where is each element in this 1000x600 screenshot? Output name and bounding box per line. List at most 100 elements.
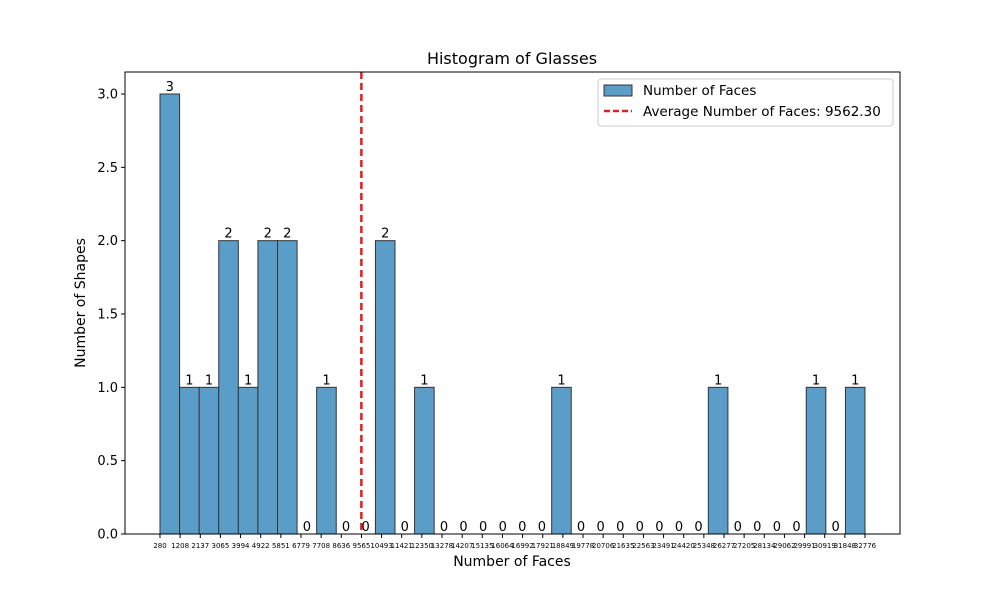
bar-value-label: 2 (381, 227, 389, 242)
bar-value-label: 0 (538, 520, 546, 535)
y-axis-label: Number of Shapes (73, 238, 89, 368)
histogram-bar (707, 386, 729, 535)
x-tick-label: 21635 (612, 542, 634, 550)
histogram-bar (844, 386, 866, 535)
histogram-bar (805, 386, 827, 535)
legend-series-label: Number of Faces (643, 83, 756, 99)
bar-value-label: 1 (812, 373, 820, 388)
bar-value-label: 1 (205, 373, 213, 388)
bar-value-label: 1 (420, 373, 428, 388)
y-tick-label: 0.0 (97, 528, 118, 543)
histogram-bar (159, 93, 181, 535)
y-tick-label: 0.5 (97, 454, 118, 469)
x-tick-label: 18849 (552, 542, 574, 550)
x-tick-label: 16992 (511, 542, 533, 550)
histogram-bar (374, 240, 396, 535)
bar-value-label: 0 (361, 520, 369, 535)
x-tick-label: 25348 (693, 542, 715, 550)
bars-group (159, 93, 866, 535)
x-tick-label: 19778 (572, 542, 594, 550)
x-tick-label: 29062 (773, 542, 795, 550)
x-tick-label: 32776 (854, 542, 877, 550)
histogram-bar (277, 240, 298, 535)
bar-value-label: 2 (224, 227, 232, 242)
x-tick-label: 16064 (491, 542, 514, 550)
bar-value-label: 0 (753, 520, 761, 535)
plot-frame (124, 71, 901, 535)
legend-bar-swatch (603, 84, 633, 97)
histogram-bar (237, 386, 259, 535)
bar-value-label: 0 (440, 520, 448, 535)
x-tick-label: 28134 (753, 542, 776, 550)
x-tick-label: 11421 (391, 542, 413, 550)
bar-value-label: 0 (342, 520, 350, 535)
x-tick-label: 14207 (451, 542, 473, 550)
x-tick-label: 20706 (592, 542, 615, 550)
x-axis-label: Number of Faces (453, 554, 571, 570)
x-tick-label: 17921 (532, 542, 554, 550)
bar-value-label: 0 (577, 520, 585, 535)
bar-value-label: 0 (499, 520, 507, 535)
bar-value-label: 0 (792, 520, 800, 535)
x-tick-label: 29991 (793, 542, 815, 550)
bar-value-label: 2 (283, 227, 291, 242)
x-tick-label: 23491 (652, 542, 674, 550)
bar-value-label: 1 (244, 373, 252, 388)
bar-value-label: 0 (655, 520, 663, 535)
x-axis-ticks: 280 1208 2137 3065 3994 4922 5851 6779 7708 8636 9… (153, 534, 877, 550)
bar-value-label: 0 (459, 520, 467, 535)
bar-value-label: 1 (557, 373, 565, 388)
x-tick-label: 1208 (171, 542, 189, 550)
x-tick-label: 7708 (312, 542, 330, 550)
histogram-bar (551, 386, 572, 535)
x-tick-label: 5851 (272, 542, 290, 550)
x-tick-label: 12350 (411, 542, 433, 550)
x-tick-label: 2137 (191, 542, 209, 550)
legend: Number of Faces Average Number of Faces:… (597, 78, 894, 127)
bar-value-label: 1 (185, 373, 193, 388)
legend-average-label: Average Number of Faces: 9562.30 (643, 104, 881, 120)
histogram-bar (316, 386, 337, 535)
chart-title: Histogram of Glasses (427, 49, 597, 68)
histogram-bar (198, 386, 220, 535)
bar-value-label: 0 (831, 520, 839, 535)
x-tick-label: 4922 (252, 542, 270, 550)
y-tick-label: 1.5 (97, 308, 118, 323)
y-tick-label: 2.0 (97, 234, 118, 249)
x-tick-label: 15135 (471, 542, 493, 550)
bar-value-label: 0 (596, 520, 604, 535)
x-tick-label: 6779 (292, 542, 310, 550)
histogram-bar (257, 240, 278, 535)
x-tick-label: 10493 (370, 542, 392, 550)
bar-value-label: 0 (636, 520, 644, 535)
x-tick-label: 13278 (431, 542, 453, 550)
bar-value-label: 0 (773, 520, 781, 535)
x-tick-label: 31848 (834, 542, 856, 550)
x-tick-label: 24420 (673, 542, 695, 550)
x-tick-label: 280 (153, 542, 166, 550)
x-tick-label: 26277 (713, 542, 735, 550)
bar-value-label: 0 (518, 520, 526, 535)
legend-box (597, 78, 894, 127)
x-tick-label: 30919 (814, 542, 836, 550)
x-tick-label: 3065 (212, 542, 230, 550)
x-tick-label: 8636 (332, 542, 350, 550)
bar-value-label: 0 (616, 520, 624, 535)
bar-value-label: 0 (675, 520, 683, 535)
histogram-bar (218, 240, 239, 535)
histogram-bar (179, 386, 200, 535)
x-tick-label: 22563 (632, 542, 654, 550)
y-tick-label: 1.0 (97, 381, 118, 396)
y-tick-label: 2.5 (97, 161, 118, 176)
x-tick-label: 27205 (733, 542, 755, 550)
y-tick-label: 3.0 (97, 88, 118, 103)
bar-value-label: 1 (322, 373, 330, 388)
bar-value-label: 0 (694, 520, 702, 535)
bar-value-label: 1 (851, 373, 859, 388)
bar-value-label: 0 (303, 520, 311, 535)
bar-value-label: 0 (479, 520, 487, 535)
bar-value-label: 3 (166, 80, 174, 95)
bar-value-label: 0 (734, 520, 742, 535)
